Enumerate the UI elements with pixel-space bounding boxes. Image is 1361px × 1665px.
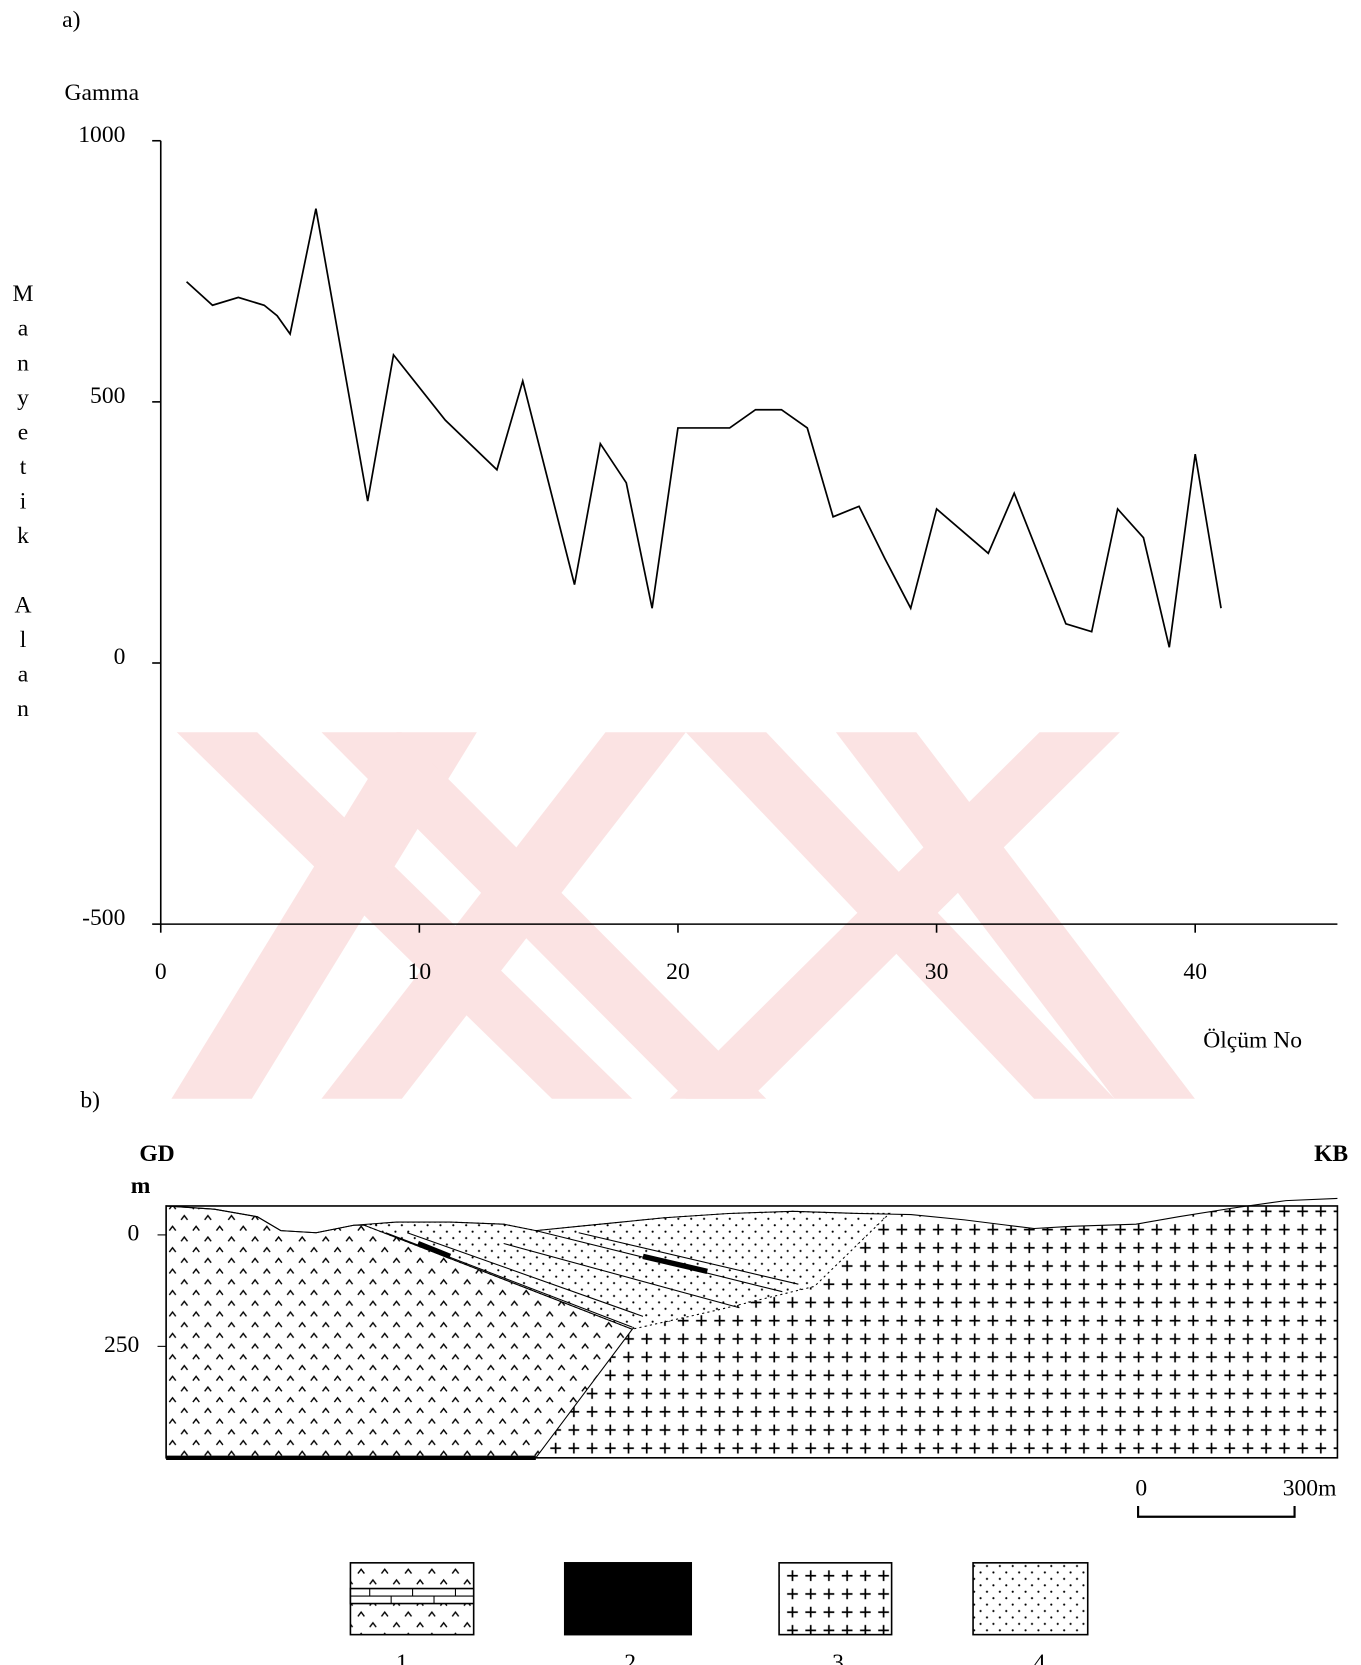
y-axis-label: Manyetik Alan [10, 281, 36, 730]
section-end-left: GD [139, 1141, 174, 1167]
watermark [171, 732, 1194, 1099]
depth-tick-label: 0 [128, 1220, 140, 1246]
scale-label: 300m [1283, 1475, 1337, 1501]
panel-label: b) [80, 1087, 100, 1113]
scale-bar [1138, 1506, 1294, 1517]
scale-label: 0 [1135, 1475, 1147, 1501]
legend [350, 1563, 1087, 1635]
y-tick-label: 0 [114, 644, 126, 670]
page: a) Gamma Manyetik Alan Ölçüm No b) GD KB… [0, 0, 1361, 1665]
legend-label: 4 [1034, 1650, 1046, 1665]
x-tick-label: 0 [155, 959, 167, 985]
x-tick-label: 30 [925, 959, 949, 985]
depth-tick-label: 250 [104, 1332, 139, 1358]
data-line [187, 209, 1221, 648]
x-tick-label: 10 [408, 959, 432, 985]
panel-label: a) [62, 7, 80, 33]
section-units [158, 1198, 1338, 1457]
x-axis-label: Ölçüm No [1203, 1027, 1302, 1053]
depth-unit: m [131, 1173, 151, 1199]
x-tick-label: 40 [1183, 959, 1207, 985]
section-end-right: KB [1314, 1141, 1348, 1167]
figure: a) Gamma Manyetik Alan Ölçüm No b) GD KB… [0, 0, 1361, 1665]
legend-label: 2 [624, 1650, 636, 1665]
legend-label: 3 [832, 1650, 844, 1665]
y-tick-label: -500 [82, 905, 125, 931]
y-title: Gamma [65, 80, 140, 106]
x-tick-label: 20 [666, 959, 690, 985]
legend-label: 1 [396, 1650, 408, 1665]
y-tick-label: 1000 [78, 122, 125, 148]
y-tick-label: 500 [90, 383, 125, 409]
